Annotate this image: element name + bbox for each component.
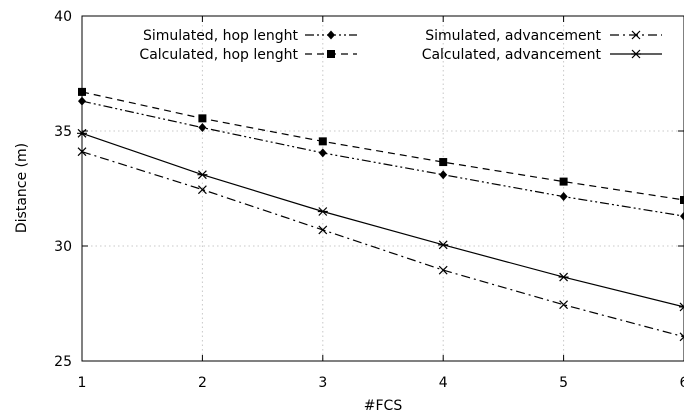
data-point-marker — [439, 158, 448, 167]
x-tick-label: 1 — [78, 375, 87, 391]
x-axis-title: #FCS — [364, 398, 403, 414]
data-point-marker — [198, 123, 207, 133]
legend-item: Calculated, hop lenght — [139, 47, 357, 63]
data-point-marker — [197, 185, 207, 195]
data-point-marker — [327, 30, 335, 40]
data-point-marker — [318, 137, 327, 146]
y-tick-label: 40 — [54, 9, 72, 25]
x-tick-label: 4 — [439, 375, 448, 391]
data-point-marker — [439, 170, 448, 180]
legend-item: Simulated, hop lenght — [143, 28, 357, 44]
data-point-marker — [631, 30, 641, 40]
grid — [82, 16, 684, 361]
data-point-marker — [438, 265, 448, 275]
series-4 — [77, 128, 684, 312]
series-line — [81, 151, 684, 338]
legend-label: Calculated, hop lenght — [139, 47, 298, 63]
legend-item: Simulated, advancement — [425, 28, 662, 44]
legend: Simulated, hop lenght Calculated, hop len… — [139, 28, 662, 63]
series-line — [81, 132, 684, 308]
legend-label: Simulated, advancement — [425, 28, 601, 44]
x-tick-label: 6 — [680, 375, 684, 391]
y-tick-label: 30 — [54, 239, 72, 255]
data-point-marker — [327, 50, 335, 58]
data-point-marker — [631, 49, 641, 59]
data-point-marker — [317, 207, 328, 216]
data-point-marker — [318, 225, 328, 235]
y-tick-label: 25 — [54, 354, 72, 370]
data-point-marker — [559, 192, 568, 202]
x-tick-label: 5 — [559, 375, 568, 391]
data-point-marker — [318, 148, 327, 158]
data-point-marker — [438, 240, 449, 250]
data-point-marker — [197, 170, 208, 180]
x-tick-label: 2 — [198, 375, 207, 391]
series-3 — [77, 147, 684, 342]
data-point-marker — [680, 211, 684, 221]
series-1 — [78, 96, 684, 221]
legend-label: Simulated, hop lenght — [143, 28, 299, 44]
series-line — [81, 100, 684, 217]
data-point-marker — [559, 177, 568, 186]
data-point-marker — [680, 196, 684, 204]
data-point-marker — [198, 114, 207, 123]
legend-label: Calculated, advancement — [422, 47, 602, 63]
legend-item: Calculated, advancement — [422, 47, 662, 63]
series-line — [81, 91, 684, 201]
series-2 — [78, 87, 684, 204]
data-point-marker — [559, 300, 569, 310]
y-axis-title: Distance (m) — [14, 143, 30, 233]
data-point-marker — [558, 272, 569, 282]
y-tick-label: 35 — [54, 124, 72, 140]
data-point-marker — [679, 302, 684, 312]
plot-area-frame — [81, 15, 684, 362]
x-tick-label: 3 — [318, 375, 327, 391]
ticks: 25 30 35 40 1 2 3 4 5 6 — [54, 9, 684, 391]
series-lines — [77, 87, 684, 342]
data-point-marker — [679, 332, 684, 342]
